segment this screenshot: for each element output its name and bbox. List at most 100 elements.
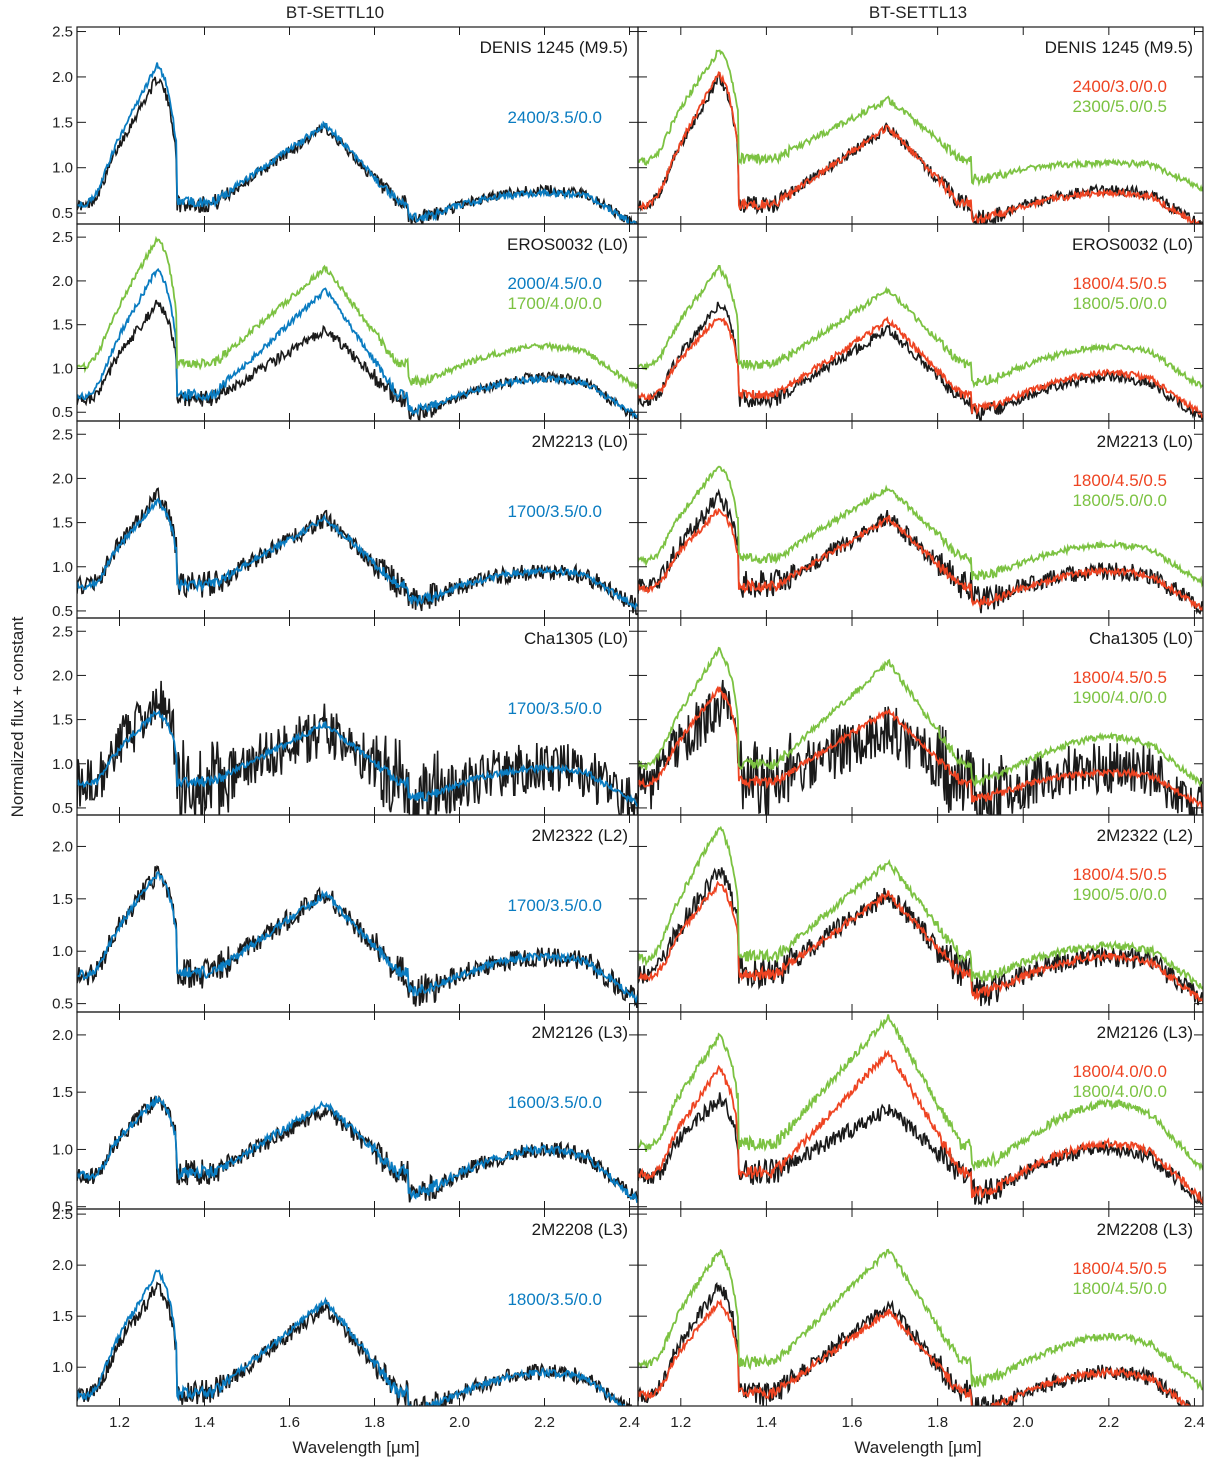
y-tick-label: 0.5 — [52, 205, 73, 222]
star-label: EROS0032 (L0) — [507, 235, 628, 254]
left-x-axis-label: Wavelength [µm] — [292, 1438, 419, 1457]
model-label: 1800/5.0/0.0 — [1072, 294, 1167, 313]
y-tick-label: 0.5 — [52, 404, 73, 421]
left-column-title: BT-SETTL10 — [286, 3, 384, 22]
right-column-title: BT-SETTL13 — [869, 3, 967, 22]
model-red-spectrum — [638, 880, 1203, 1002]
model-green-spectrum — [638, 646, 1203, 788]
y-tick-label: 1.5 — [52, 891, 73, 908]
y-axis-label: Normalized flux + constant — [8, 616, 27, 817]
star-label: 2M2126 (L3) — [1097, 1023, 1193, 1042]
model-label: 1800/4.0/0.0 — [1072, 1082, 1167, 1101]
y-tick-label: 2.5 — [52, 229, 73, 246]
model-label: 1800/4.5/0.0 — [1072, 1279, 1167, 1298]
star-label: DENIS 1245 (M9.5) — [1045, 38, 1193, 57]
model-blue-spectrum — [77, 710, 638, 808]
panel-4-left: 0.5 1.0 1.5 2.0 2M2322 (L2) 1700/3.5/0.0 — [52, 814, 639, 1013]
panel-1-left: 0.5 1.0 1.5 2.0 2.5 EROS0032 (L0) 2000/4.5/0.0… — [52, 223, 639, 422]
panel-6-left: 1.0 1.5 2.0 2.5 1.2 1.4 1.6 1.8 2.0 2.2 2.4 2M2208 … — [52, 1206, 640, 1431]
y-tick-label: 0.5 — [52, 603, 73, 620]
y-tick-label: 2.5 — [52, 24, 73, 41]
y-tick-label: 1.0 — [52, 559, 73, 576]
y-tick-label: 2.0 — [52, 667, 73, 684]
star-label: 2M2126 (L3) — [532, 1023, 628, 1042]
panel-0-left: 0.5 1.0 1.5 2.0 2.5 DENIS 1245 (M9.5) 2400/3.5… — [52, 24, 639, 225]
model-green-spectrum — [638, 1014, 1203, 1172]
x-tick-label: 2.0 — [1013, 1414, 1034, 1431]
model-label: 1800/4.5/0.5 — [1072, 668, 1167, 687]
model-label: 1800/4.5/0.5 — [1072, 865, 1167, 884]
model-red-spectrum — [638, 1049, 1203, 1205]
model-label: 1800/4.5/0.5 — [1072, 471, 1167, 490]
model-label: 2400/3.0/0.0 — [1072, 77, 1167, 96]
model-label: 1800/4.0/0.0 — [1072, 1062, 1167, 1081]
y-tick-label: 2.0 — [52, 838, 73, 855]
panel-0-right: DENIS 1245 (M9.5) 2400/3.0/0.02300/5.0/0.… — [637, 26, 1204, 225]
panels-group: 0.5 1.0 1.5 2.0 2.5 DENIS 1245 (M9.5) 2400/3.5… — [52, 24, 1205, 1431]
model-red-spectrum — [638, 685, 1203, 810]
y-tick-label: 1.0 — [52, 943, 73, 960]
x-tick-label: 1.4 — [756, 1414, 777, 1431]
model-label: 1800/4.5/0.5 — [1072, 274, 1167, 293]
x-tick-label: 1.6 — [842, 1414, 863, 1431]
star-label: 2M2322 (L2) — [1097, 826, 1193, 845]
x-tick-label: 2.0 — [449, 1414, 470, 1431]
model-green-spectrum — [638, 49, 1203, 192]
panel-frame — [637, 1208, 1204, 1407]
model-label: 1700/4.0/0.0 — [507, 294, 602, 313]
model-red-spectrum — [638, 71, 1203, 224]
model-red-spectrum — [638, 507, 1203, 612]
right-x-axis-label: Wavelength [µm] — [854, 1438, 981, 1457]
model-label: 1900/5.0/0.0 — [1072, 885, 1167, 904]
x-tick-label: 1.6 — [279, 1414, 300, 1431]
y-tick-label: 0.5 — [52, 996, 73, 1013]
model-green-spectrum — [638, 825, 1203, 990]
model-label: 1800/3.5/0.0 — [507, 1290, 602, 1309]
y-tick-label: 0.5 — [52, 1199, 73, 1216]
x-tick-label: 2.4 — [619, 1414, 640, 1431]
y-tick-label: 2.0 — [52, 470, 73, 487]
y-tick-label: 0.5 — [52, 800, 73, 817]
y-tick-label: 1.5 — [52, 515, 73, 532]
y-tick-label: 1.5 — [52, 1308, 73, 1325]
y-tick-label: 1.0 — [52, 360, 73, 377]
x-tick-label: 1.4 — [194, 1414, 215, 1431]
panel-3-left: 0.5 1.0 1.5 2.0 2.5 Cha1305 (L0) 1700/3.5/0.0 — [52, 617, 639, 817]
observed-spectrum — [77, 1095, 638, 1203]
model-label: 1700/3.5/0.0 — [507, 896, 602, 915]
model-label: 1900/4.0/0.0 — [1072, 688, 1167, 707]
x-tick-label: 1.2 — [109, 1414, 130, 1431]
model-blue-spectrum — [77, 1095, 638, 1204]
model-green-spectrum — [638, 264, 1203, 390]
star-label: 2M2213 (L0) — [1097, 432, 1193, 451]
star-label: Cha1305 (L0) — [1089, 629, 1193, 648]
y-tick-label: 2.5 — [52, 426, 73, 443]
model-label: 2300/5.0/0.5 — [1072, 97, 1167, 116]
model-blue-spectrum — [77, 62, 638, 224]
y-tick-label: 1.0 — [52, 1359, 73, 1376]
model-label: 1800/4.5/0.5 — [1072, 1259, 1167, 1278]
y-tick-label: 2.0 — [52, 273, 73, 290]
model-label: 1800/5.0/0.0 — [1072, 491, 1167, 510]
observed-spectrum — [77, 865, 638, 1009]
model-green-spectrum — [77, 235, 638, 389]
observed-spectrum — [638, 867, 1203, 1007]
model-red-spectrum — [638, 1298, 1194, 1406]
star-label: EROS0032 (L0) — [1072, 235, 1193, 254]
panel-5-left: 0.5 1.0 1.5 2.0 2M2126 (L3) 1600/3.5/0.0 — [52, 1011, 639, 1216]
observed-spectrum — [77, 299, 638, 421]
y-tick-label: 2.5 — [52, 1206, 73, 1223]
x-tick-label: 2.2 — [1098, 1414, 1119, 1431]
observed-spectrum — [638, 1092, 1203, 1206]
x-tick-label: 1.8 — [364, 1414, 385, 1431]
x-tick-label: 1.8 — [927, 1414, 948, 1431]
y-tick-label: 1.0 — [52, 1141, 73, 1158]
model-label: 2000/4.5/0.0 — [507, 274, 602, 293]
star-label: DENIS 1245 (M9.5) — [480, 38, 628, 57]
